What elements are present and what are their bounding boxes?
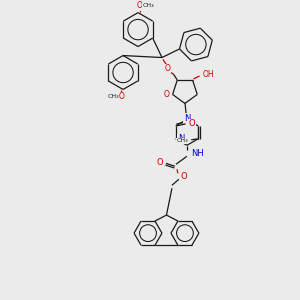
Text: N: N — [178, 134, 184, 143]
Text: O: O — [156, 158, 163, 167]
Text: OH: OH — [202, 70, 214, 80]
Text: O: O — [189, 119, 195, 128]
Text: CH₃: CH₃ — [107, 94, 119, 99]
Text: CH₃: CH₃ — [177, 138, 188, 143]
Text: O: O — [165, 64, 171, 73]
Text: N: N — [184, 114, 190, 123]
Text: O: O — [164, 90, 169, 99]
Text: CH₃: CH₃ — [142, 3, 154, 8]
Text: O: O — [118, 92, 124, 101]
Text: O: O — [181, 172, 188, 181]
Text: O: O — [137, 1, 143, 10]
Text: NH: NH — [191, 149, 204, 158]
